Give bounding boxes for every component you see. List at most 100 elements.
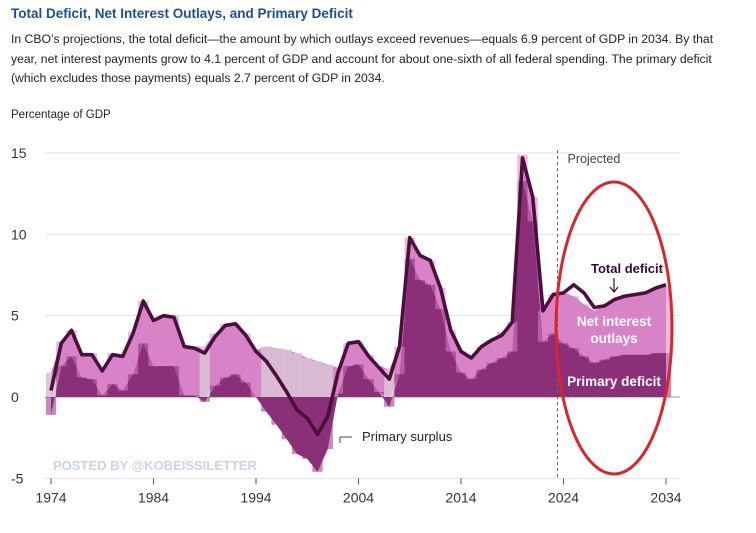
y-tick-label: 15: [11, 145, 27, 161]
primary-bar: [66, 356, 77, 397]
interest-bar: [486, 340, 497, 363]
x-tick-label: 2024: [548, 489, 579, 505]
primary-bar: [630, 354, 641, 397]
primary-bar: [435, 309, 446, 397]
interest-bar: [209, 333, 221, 386]
interest-bar: [476, 346, 487, 370]
primary-bar: [414, 279, 426, 397]
primary-bar: [384, 397, 395, 407]
interest-bar: [76, 353, 87, 378]
interest-bar: [630, 294, 641, 355]
primary-bar: [486, 362, 497, 397]
interest-bar: [66, 330, 77, 357]
interest-bar: [373, 366, 385, 393]
interest-bar: [281, 349, 292, 397]
primary-bar: [271, 397, 282, 425]
primary-bar: [466, 379, 477, 397]
primary-bar: [589, 362, 600, 397]
interest-bar: [558, 292, 569, 344]
primary-bar: [148, 366, 159, 397]
primary-bar: [394, 374, 405, 397]
interest-bar: [599, 305, 610, 360]
interest-bar: [466, 357, 477, 380]
primary-bar: [558, 343, 569, 397]
primary-deficit-label: Primary deficit: [567, 374, 661, 389]
primary-bar: [179, 395, 190, 397]
interest-bar: [414, 255, 426, 280]
y-tick-label: 10: [11, 226, 27, 242]
y-tick-label: 0: [11, 389, 19, 405]
primary-bar: [578, 356, 590, 397]
interest-bar: [86, 353, 98, 380]
primary-bar: [209, 385, 221, 397]
x-tick-label: 1974: [35, 489, 66, 505]
total-deficit-arrow: [609, 278, 619, 293]
primary-bar: [650, 353, 661, 397]
primary-bar: [127, 374, 139, 397]
primary-bar: [45, 397, 57, 415]
interest-bar: [650, 288, 661, 354]
interest-bar: [302, 357, 313, 397]
primary-bar: [517, 180, 528, 397]
annual-bars: [45, 154, 672, 472]
interest-bar: [363, 354, 374, 380]
interest-bar: [578, 304, 590, 357]
x-tick-label: 1994: [240, 489, 271, 505]
interest-bar: [445, 330, 456, 352]
primary-bar: [476, 369, 487, 397]
x-tick-label: 1984: [138, 489, 169, 505]
interest-bar: [261, 346, 272, 397]
interest-bar: [56, 341, 67, 367]
chart-title: Total Deficit, Net Interest Outlays, and…: [11, 6, 353, 21]
net-interest-label-line2: outlays: [590, 331, 637, 346]
highlight-ellipse: [554, 180, 674, 476]
interest-bar: [230, 323, 241, 375]
primary-bar: [138, 343, 149, 397]
interest-bar: [291, 353, 303, 397]
projected-label: Projected: [568, 152, 621, 166]
primary-bar: [363, 379, 374, 397]
primary-bar: [373, 392, 385, 397]
interest-bar: [343, 343, 354, 367]
primary-bar: [261, 397, 272, 412]
primary-bar: [302, 397, 313, 459]
primary-bar: [220, 377, 231, 397]
primary-bar: [117, 390, 128, 397]
primary-bar: [640, 354, 651, 397]
primary-bar: [199, 397, 210, 402]
primary-surplus-leader: [339, 436, 352, 443]
total-deficit-line: [49, 156, 667, 437]
interest-bar: [250, 349, 262, 397]
primary-bar: [332, 393, 344, 397]
interest-bar: [425, 260, 436, 285]
x-tick-label: 2034: [650, 489, 681, 505]
interest-bar: [660, 286, 672, 354]
primary-bar: [660, 353, 672, 397]
interest-bar: [127, 331, 139, 375]
interest-bar: [322, 364, 333, 397]
interest-bar: [199, 346, 210, 397]
primary-surplus-label: Primary surplus: [362, 429, 453, 444]
primary-bar: [97, 395, 108, 397]
x-tick-label: 2014: [445, 489, 476, 505]
primary-bar: [189, 395, 200, 397]
interest-bar: [97, 367, 108, 396]
primary-bar: [158, 366, 169, 397]
primary-bar: [240, 382, 251, 397]
watermark: POSTED BY @KOBEISSILETTER: [53, 458, 257, 473]
interest-bar: [332, 367, 344, 394]
primary-bar: [548, 333, 559, 397]
interest-bar: [435, 288, 446, 310]
interest-bar: [117, 354, 128, 391]
primary-bar: [496, 357, 508, 397]
primary-bar: [507, 351, 518, 397]
interest-bar: [507, 322, 518, 352]
primary-bar: [291, 397, 303, 454]
interest-bar: [168, 315, 180, 367]
primary-bar: [445, 351, 456, 397]
interest-bar: [384, 369, 395, 397]
y-tick-label: -5: [11, 470, 24, 486]
primary-bar: [568, 348, 579, 397]
interest-bar: [568, 296, 579, 349]
